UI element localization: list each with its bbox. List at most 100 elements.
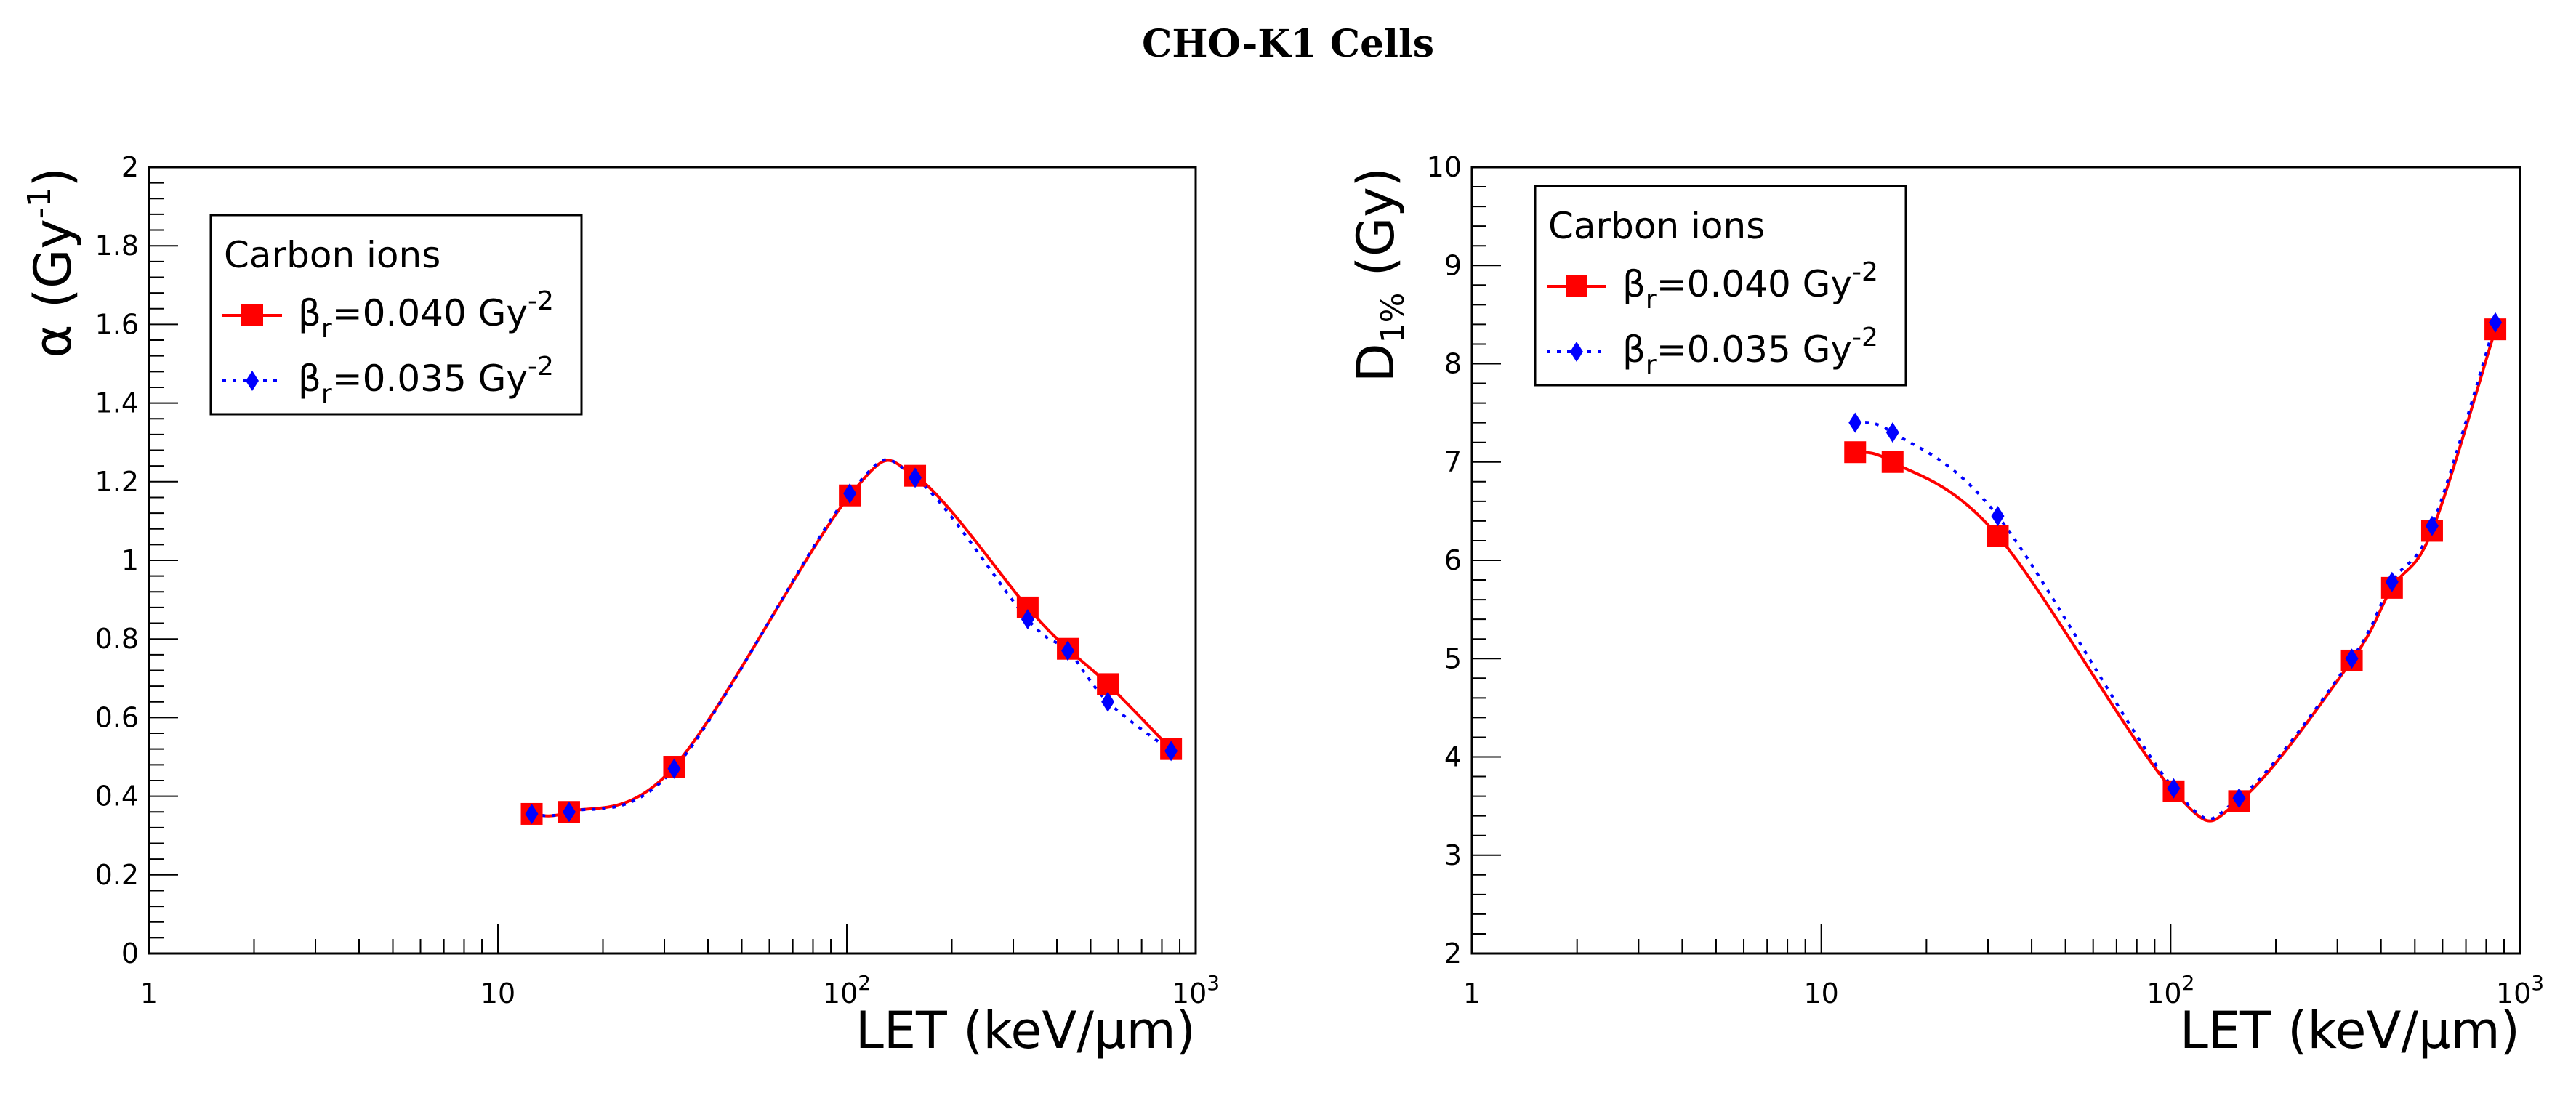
x-axis-title-text: LET (keV/μm) bbox=[856, 1001, 1196, 1060]
series-2-point bbox=[2345, 648, 2359, 669]
y-tick-label: 10 bbox=[1427, 151, 1462, 183]
y-tick-label: 1.8 bbox=[95, 230, 139, 262]
y-tick-label: 8 bbox=[1444, 348, 1462, 380]
series-2-point bbox=[1848, 412, 1862, 433]
series-2-point bbox=[2489, 312, 2503, 333]
x-tick-base: 10 bbox=[1172, 977, 1207, 1009]
series-1-point bbox=[1987, 525, 2009, 547]
series-2-point bbox=[1164, 741, 1178, 762]
legend-entry-base: β bbox=[298, 358, 321, 400]
legend-entry-1: βr=0.040 Gy-2 bbox=[1622, 257, 1878, 315]
series-2-point bbox=[1101, 691, 1115, 712]
y-tick-label: 0.2 bbox=[95, 859, 139, 891]
legend-entry-sub: r bbox=[321, 379, 332, 409]
series-2-point bbox=[1991, 506, 2005, 527]
x-tick-label: 103 bbox=[2496, 971, 2544, 1009]
series-2-point bbox=[2385, 571, 2399, 592]
y-tick-label: 1.6 bbox=[95, 308, 139, 340]
y-axis-title-base: D bbox=[1346, 343, 1406, 382]
legend-entry-sup: -2 bbox=[528, 352, 554, 382]
y-axis-title: D1% (Gy) bbox=[1346, 167, 1412, 382]
legend-swatch-marker bbox=[246, 371, 259, 391]
y-tick-label: 2 bbox=[121, 151, 139, 183]
legend-entry-sub: r bbox=[1646, 285, 1657, 315]
y-tick-label: 1.4 bbox=[95, 387, 139, 419]
legend-entry-text: =0.040 Gy bbox=[332, 292, 528, 334]
y-axis-title: α (Gy-1) bbox=[21, 167, 83, 358]
legend-title: Carbon ions bbox=[1548, 205, 1765, 247]
x-tick-label: 10 bbox=[480, 977, 515, 1009]
legend-swatch-marker bbox=[241, 304, 263, 326]
legend-entry-base: β bbox=[298, 292, 321, 334]
x-tick-base: 10 bbox=[823, 977, 858, 1009]
y-tick-label: 9 bbox=[1444, 249, 1462, 281]
legend-entry-sub: r bbox=[1646, 350, 1657, 380]
series-2-point bbox=[2425, 515, 2439, 536]
y-tick-label: 1 bbox=[121, 544, 139, 576]
series-2-point bbox=[843, 483, 857, 504]
legend-entry-text: =0.035 Gy bbox=[332, 358, 528, 400]
x-tick-base: 10 bbox=[2146, 977, 2181, 1009]
legend-entry-base: β bbox=[1622, 328, 1646, 371]
y-tick-label: 4 bbox=[1444, 741, 1462, 773]
x-tick-label: 1 bbox=[1463, 977, 1481, 1009]
legend-entry-text: =0.040 Gy bbox=[1657, 263, 1852, 305]
page-title: CHO-K1 Cells bbox=[1141, 22, 1435, 66]
series-1-point bbox=[1844, 441, 1867, 464]
series-1-point bbox=[1881, 451, 1904, 473]
x-tick-label: 102 bbox=[2146, 971, 2194, 1009]
y-tick-label: 6 bbox=[1444, 544, 1462, 576]
series-2-point bbox=[1021, 609, 1034, 630]
y-tick-label: 7 bbox=[1444, 446, 1462, 478]
series-2-point bbox=[1885, 422, 1899, 443]
series-2-point bbox=[1061, 640, 1075, 661]
series-1-point bbox=[1097, 673, 1119, 695]
x-tick-base: 10 bbox=[2496, 977, 2531, 1009]
series-2-point bbox=[909, 467, 922, 488]
legend-entry-2: βr=0.035 Gy-2 bbox=[1622, 323, 1878, 380]
x-tick-exp: 3 bbox=[2531, 971, 2544, 995]
x-tick-exp: 3 bbox=[1207, 971, 1220, 995]
legend-entry-1: βr=0.040 Gy-2 bbox=[298, 286, 554, 344]
legend-swatch-marker bbox=[1566, 275, 1587, 297]
y-axis-title-rest: ) bbox=[23, 167, 83, 187]
legend-entry-text: =0.035 Gy bbox=[1657, 328, 1852, 371]
y-tick-label: 1.2 bbox=[95, 466, 139, 498]
legend-entry-sup: -2 bbox=[1852, 323, 1878, 352]
legend-title: Carbon ions bbox=[224, 234, 440, 276]
legend-entry-sup: -2 bbox=[528, 286, 554, 316]
series-2-point bbox=[2167, 778, 2181, 799]
series-2-line bbox=[1854, 322, 2497, 820]
legend-swatch-marker bbox=[1570, 342, 1583, 362]
y-axis-title-base: α (Gy bbox=[23, 219, 83, 358]
legend-entry-base: β bbox=[1622, 263, 1646, 305]
series-2-point bbox=[2232, 788, 2246, 809]
x-axis-title-text: LET (keV/μm) bbox=[2180, 1001, 2520, 1060]
legend-entry-2: βr=0.035 Gy-2 bbox=[298, 352, 554, 409]
series-2-line bbox=[531, 458, 1172, 818]
y-tick-label: 0.4 bbox=[95, 781, 139, 812]
series-2-point bbox=[667, 758, 681, 779]
series-1-line bbox=[1854, 328, 2497, 823]
x-tick-label: 1 bbox=[140, 977, 158, 1009]
y-axis-title-rest: (Gy) bbox=[1346, 167, 1406, 293]
x-axis-title: LET (keV/μm) bbox=[856, 1001, 1196, 1060]
x-tick-label: 103 bbox=[1172, 971, 1220, 1009]
y-tick-label: 3 bbox=[1444, 839, 1462, 871]
series-2-point bbox=[562, 802, 576, 823]
y-tick-label: 5 bbox=[1444, 642, 1462, 674]
x-tick-exp: 2 bbox=[2182, 971, 2195, 995]
y-tick-label: 0.6 bbox=[95, 701, 139, 733]
x-tick-label: 10 bbox=[1803, 977, 1838, 1009]
x-tick-exp: 2 bbox=[858, 971, 871, 995]
y-tick-label: 2 bbox=[1444, 937, 1462, 969]
legend-entry-sub: r bbox=[321, 314, 332, 344]
series-2-point bbox=[525, 803, 539, 824]
chart-1: 1 10 102 10300.20.40.60.811.21.41.61.82LET … bbox=[21, 151, 1220, 1060]
y-tick-label: 0 bbox=[121, 937, 139, 969]
x-tick-label: 102 bbox=[823, 971, 871, 1009]
legend-entry-sup: -2 bbox=[1852, 257, 1878, 287]
y-axis-title-sub: 1% bbox=[1374, 293, 1412, 344]
